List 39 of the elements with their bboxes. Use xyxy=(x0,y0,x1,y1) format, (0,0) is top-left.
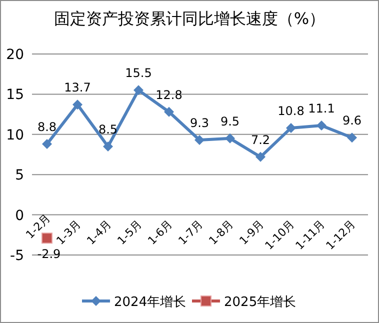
x-tick-label: 1-5月 xyxy=(114,218,145,248)
point xyxy=(225,133,235,144)
data-label: 11.1 xyxy=(308,102,335,116)
data-label: 8.5 xyxy=(98,122,118,136)
chart-title: 固定资产投资累计同比增长速度（%） xyxy=(54,9,326,28)
point xyxy=(256,152,266,162)
legend-label: 2025年增长 xyxy=(224,295,296,310)
y-tick-label: 5 xyxy=(15,168,24,184)
data-label: 13.7 xyxy=(64,80,91,95)
x-tick-label: 1-3月 xyxy=(54,218,84,248)
data-label: 9.3 xyxy=(190,116,210,130)
x-tick-label: 1-4月 xyxy=(84,218,114,248)
data-label: 10.8 xyxy=(278,104,304,118)
x-tick-label: 1-6月 xyxy=(145,218,176,248)
legend-label: 2024年增长 xyxy=(114,295,186,310)
y-tick-label: 15 xyxy=(6,87,24,104)
x-tick-label: 1-7月 xyxy=(176,218,206,248)
y-tick-label: 20 xyxy=(6,47,24,63)
point xyxy=(194,135,204,146)
data-label: 9.6 xyxy=(342,114,362,128)
y-tick-label: 10 xyxy=(6,127,24,144)
x-tick-label: 1-2月 xyxy=(23,212,54,242)
data-label: 8.8 xyxy=(37,120,57,134)
y-tick-label: 0 xyxy=(15,208,24,224)
point xyxy=(103,141,113,152)
point xyxy=(134,85,144,96)
point xyxy=(164,106,174,117)
data-label: 9.5 xyxy=(220,114,240,128)
data-label: 15.5 xyxy=(125,66,152,80)
point xyxy=(72,100,82,110)
point xyxy=(42,139,52,150)
point xyxy=(316,120,326,131)
x-tick-label: 1-8月 xyxy=(206,218,236,248)
data-label: 7.2 xyxy=(250,132,270,147)
data-label: -2.9 xyxy=(37,247,61,262)
y-tick-label: -5 xyxy=(10,248,24,264)
data-label: 12.8 xyxy=(156,88,182,102)
point xyxy=(286,122,296,133)
point xyxy=(347,132,357,143)
